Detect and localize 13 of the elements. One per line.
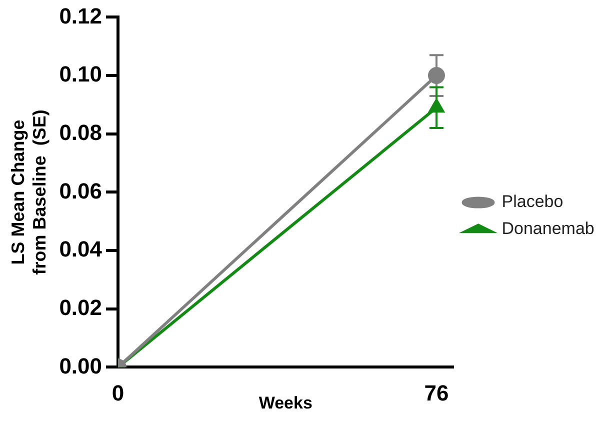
y-tick-label: 0.04: [59, 236, 103, 262]
y-tick-label: 0.10: [59, 62, 102, 87]
y-tick-label: 0.00: [59, 353, 102, 378]
legend-label: Placebo: [502, 192, 564, 212]
y-tick-label: 0.12: [59, 3, 102, 28]
y-tick-label: 0.08: [59, 120, 102, 145]
y-tick-label: 0.06: [59, 178, 102, 204]
x-axis-title: Weeks: [258, 393, 312, 412]
x-tick-label: 76: [424, 380, 449, 406]
y-axis-title: LS Mean Change from Baseline (SE): [8, 110, 50, 275]
x-tick-label: 0: [112, 380, 124, 406]
y-tick-label: 0.02: [59, 294, 102, 320]
legend-label: Donanemab: [502, 219, 594, 238]
